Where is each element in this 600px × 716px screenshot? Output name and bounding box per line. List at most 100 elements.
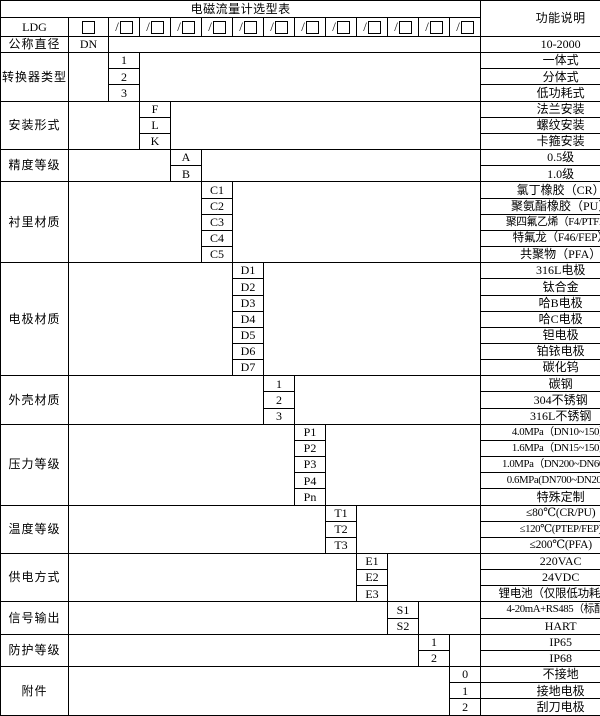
table-row: 精度等级 A 0.5级 <box>0 149 600 183</box>
code-cell: A <box>170 149 202 167</box>
code-cell: D6 <box>232 342 264 361</box>
row-label-11: 防护等级 <box>0 633 69 668</box>
table-row: P3 1.0MPa（DN200~DN600） <box>1 456 600 474</box>
description-cell: 哈B电极 <box>480 294 600 312</box>
spacer-left <box>68 633 419 668</box>
spacer-right <box>386 552 482 603</box>
description-cell: 不接地 <box>480 666 600 684</box>
model-box-3: / <box>170 17 202 37</box>
description-cell: 卡箍安装 <box>480 132 600 151</box>
spacer-left <box>68 666 450 716</box>
table-row: E3 锂电池（仅限低功耗式） <box>1 585 600 603</box>
spacer-left <box>68 149 171 183</box>
row-label-9: 供电方式 <box>0 552 69 603</box>
code-cell: T2 <box>325 520 357 538</box>
table-row: 3 316L不锈钢 <box>1 407 600 425</box>
description-cell: 特氟龙（F46/FEP） <box>480 229 600 248</box>
code-cell: S2 <box>387 617 419 635</box>
code-cell: 0 <box>448 666 482 684</box>
row-label-5: 电极材质 <box>0 262 69 377</box>
row-label-1: 转换器类型 <box>0 52 69 102</box>
spacer-left <box>68 262 233 377</box>
description-cell: 304不锈钢 <box>480 391 600 409</box>
code-cell: 2 <box>418 649 450 668</box>
model-box-5: / <box>232 17 264 37</box>
spacer-left <box>68 552 357 603</box>
spacer-right <box>448 633 482 668</box>
description-cell: 特殊定制 <box>480 488 600 506</box>
code-cell: DN <box>68 35 109 54</box>
code-cell: E3 <box>356 585 388 603</box>
code-cell: D4 <box>232 310 264 328</box>
model-box-8: / <box>325 17 357 37</box>
code-cell: 2 <box>263 391 295 409</box>
code-cell: E1 <box>356 552 388 571</box>
code-cell: 2 <box>108 68 140 86</box>
code-cell: 3 <box>108 84 140 102</box>
description-cell: 316L不锈钢 <box>480 407 600 425</box>
description-cell: 法兰安装 <box>480 100 600 118</box>
table-row: 3 低功耗式 <box>1 84 600 102</box>
description-cell: HART <box>480 617 600 635</box>
table-row: 2 刮刀电极 <box>1 698 600 716</box>
spacer-left <box>68 181 202 264</box>
code-cell: C3 <box>201 213 233 231</box>
code-cell: D5 <box>232 326 264 344</box>
code-cell: P2 <box>294 439 326 458</box>
table-row: D7 碳化钨 <box>1 359 600 377</box>
description-cell: 铂铱电极 <box>480 342 600 361</box>
code-cell: P3 <box>294 456 326 474</box>
code-cell: D1 <box>232 262 264 280</box>
description-cell: 接地电极 <box>480 682 600 700</box>
description-cell: 1.6MPa（DN15~150） <box>480 439 600 458</box>
code-cell: C2 <box>201 197 233 215</box>
row-label-6: 外壳材质 <box>0 375 69 425</box>
description-cell: 碳化钨 <box>480 359 600 377</box>
description-cell: 钛合金 <box>480 278 600 296</box>
description-cell: IP65 <box>480 633 600 651</box>
description-cell: 316L电极 <box>480 262 600 280</box>
spacer-left <box>68 504 326 555</box>
row-label-8: 温度等级 <box>0 504 69 555</box>
model-box-12: / <box>448 17 482 37</box>
description-cell: 0.6MPa(DN700~DN2000) <box>480 472 600 490</box>
row-label-10: 信号输出 <box>0 601 69 635</box>
code-cell: 1 <box>263 375 295 393</box>
table-row: 2 IP68 <box>1 649 600 668</box>
spacer-right <box>293 375 482 425</box>
table-row: B 1.0级 <box>1 165 600 183</box>
code-cell: B <box>170 165 202 183</box>
table-row: 防护等级 1 IP65 <box>0 633 600 668</box>
model-box-11: / <box>418 17 450 37</box>
table-row: C5 共聚物（PFA） <box>1 246 600 264</box>
code-cell: 3 <box>263 407 295 425</box>
table-row: P4 0.6MPa(DN700~DN2000) <box>1 472 600 490</box>
table-row: 转换器类型 1 一体式 <box>0 52 600 102</box>
table-row: 附件 0 不接地 <box>0 666 600 716</box>
desc-column-header: 功能说明 <box>480 0 600 37</box>
spacer-left <box>68 601 388 635</box>
table-row: D6 铂铱电极 <box>1 342 600 361</box>
description-cell: 聚四氟乙烯（F4/PTFE） <box>480 213 600 231</box>
description-cell: 氯丁橡胶（CR） <box>480 181 600 199</box>
model-box-2: / <box>139 17 171 37</box>
row-label-2: 安装形式 <box>0 100 69 151</box>
row-label-12: 附件 <box>0 666 69 716</box>
model-box-7: / <box>294 17 326 37</box>
description-cell: ≤200℃(PFA) <box>480 536 600 555</box>
description-cell: 0.5级 <box>480 149 600 167</box>
table-row: Pn 特殊定制 <box>1 488 600 506</box>
code-cell: D3 <box>232 294 264 312</box>
model-box-0 <box>68 17 109 37</box>
table-row: 安装形式 F 法兰安装 <box>0 100 600 151</box>
table-row: 1 接地电极 <box>1 682 600 700</box>
description-cell: 4-20mA+RS485（标配） <box>480 601 600 619</box>
description-cell: IP68 <box>480 649 600 668</box>
spacer-left <box>68 375 264 425</box>
table-row: 供电方式 E1 220VAC <box>0 552 600 603</box>
code-cell: F <box>139 100 171 118</box>
description-cell: 10-2000 <box>480 35 600 54</box>
code-cell: Pn <box>294 488 326 506</box>
